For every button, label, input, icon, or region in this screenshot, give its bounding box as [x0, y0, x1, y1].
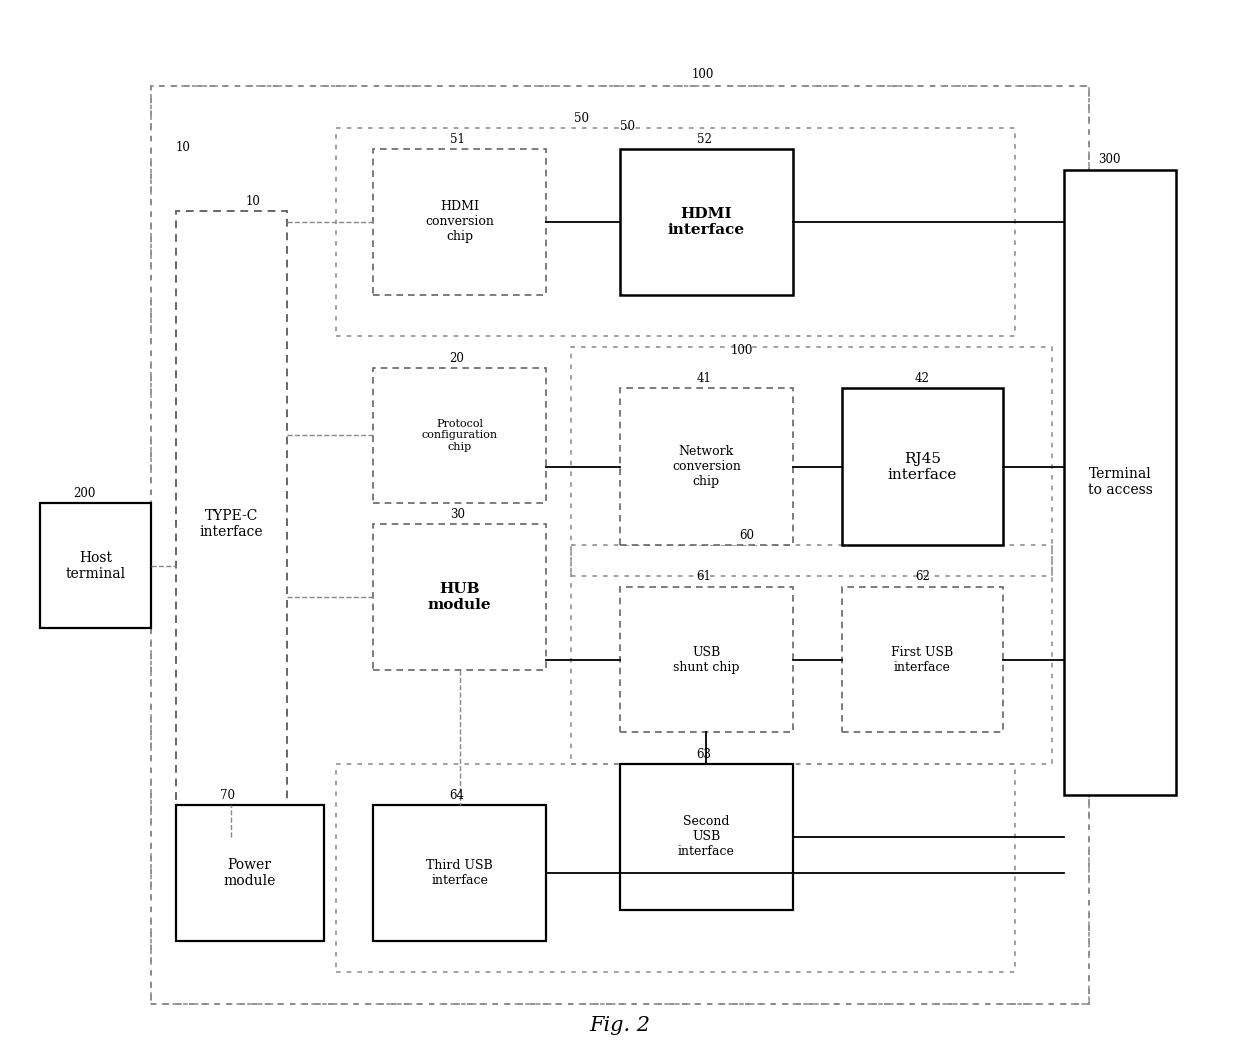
Text: 42: 42: [915, 372, 930, 386]
Text: 62: 62: [915, 570, 930, 584]
Text: 70: 70: [219, 789, 236, 803]
FancyBboxPatch shape: [373, 149, 546, 294]
Text: Protocol
configuration
chip: Protocol configuration chip: [422, 419, 497, 452]
Text: 300: 300: [1097, 153, 1120, 167]
Text: Second
USB
interface: Second USB interface: [678, 815, 735, 858]
Text: 200: 200: [73, 487, 95, 500]
FancyBboxPatch shape: [1064, 170, 1176, 795]
FancyBboxPatch shape: [620, 587, 792, 733]
FancyBboxPatch shape: [373, 524, 546, 670]
Text: TYPE-C
interface: TYPE-C interface: [200, 509, 263, 539]
Text: 50: 50: [574, 112, 589, 125]
Text: Power
module: Power module: [223, 858, 275, 889]
Text: 100: 100: [732, 344, 754, 357]
Text: Fig. 2: Fig. 2: [589, 1016, 651, 1034]
Text: 52: 52: [697, 133, 712, 146]
FancyBboxPatch shape: [176, 806, 324, 941]
Text: Third USB
interface: Third USB interface: [427, 859, 492, 888]
Text: 60: 60: [739, 529, 754, 542]
Text: RJ45
interface: RJ45 interface: [888, 452, 957, 482]
Text: HDMI
conversion
chip: HDMI conversion chip: [425, 200, 494, 243]
Text: 51: 51: [450, 133, 465, 146]
Text: 63: 63: [697, 747, 712, 761]
Text: Network
conversion
chip: Network conversion chip: [672, 445, 740, 488]
FancyBboxPatch shape: [373, 806, 546, 941]
Text: 64: 64: [450, 789, 465, 803]
Text: 30: 30: [450, 508, 465, 521]
FancyBboxPatch shape: [842, 389, 1003, 545]
FancyBboxPatch shape: [373, 368, 546, 503]
Text: 50: 50: [620, 121, 635, 133]
Text: First USB
interface: First USB interface: [892, 646, 954, 674]
Text: 10: 10: [246, 195, 260, 209]
FancyBboxPatch shape: [40, 503, 151, 628]
FancyBboxPatch shape: [176, 212, 286, 836]
Text: 100: 100: [692, 68, 714, 81]
FancyBboxPatch shape: [842, 587, 1003, 733]
FancyBboxPatch shape: [620, 149, 792, 294]
Text: 20: 20: [450, 351, 465, 365]
Text: HUB
module: HUB module: [428, 582, 491, 612]
Text: 61: 61: [697, 570, 712, 584]
FancyBboxPatch shape: [620, 764, 792, 910]
Text: 41: 41: [697, 372, 712, 386]
Text: 10: 10: [176, 140, 191, 154]
Text: HDMI
interface: HDMI interface: [668, 206, 745, 237]
Text: Terminal
to access: Terminal to access: [1087, 467, 1152, 498]
Text: USB
shunt chip: USB shunt chip: [673, 646, 740, 674]
Text: Host
terminal: Host terminal: [66, 550, 125, 581]
FancyBboxPatch shape: [620, 389, 792, 545]
